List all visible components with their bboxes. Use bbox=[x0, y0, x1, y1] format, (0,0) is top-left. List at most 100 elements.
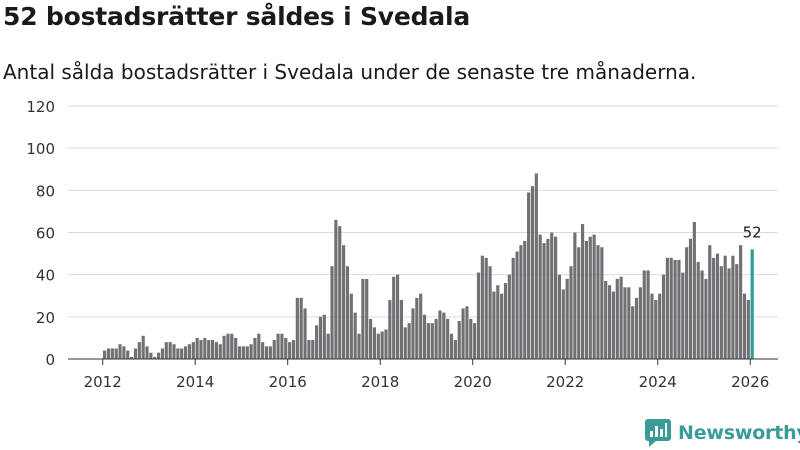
x-tick-label: 2022 bbox=[546, 373, 584, 391]
bar bbox=[623, 287, 627, 359]
bar bbox=[542, 243, 546, 359]
bar-value-label: 52 bbox=[743, 223, 762, 241]
bar bbox=[133, 348, 138, 359]
chart-subtitle: Antal sålda bostadsrätter i Svedala unde… bbox=[3, 60, 697, 84]
bar bbox=[380, 331, 384, 359]
bar bbox=[500, 293, 504, 359]
bar bbox=[712, 257, 716, 359]
bar bbox=[318, 316, 323, 359]
bar bbox=[222, 335, 226, 359]
bar bbox=[681, 272, 685, 359]
bar bbox=[164, 342, 168, 359]
newsworthy-logo[interactable]: Newsworthy bbox=[645, 419, 800, 447]
bar bbox=[307, 340, 311, 359]
bar bbox=[103, 350, 107, 359]
bar bbox=[511, 257, 515, 359]
bar bbox=[176, 348, 180, 359]
bar bbox=[272, 340, 276, 359]
y-axis-labels: 0 20 40 60 80 100 120 bbox=[26, 98, 55, 369]
bar bbox=[461, 308, 465, 359]
bar bbox=[565, 278, 569, 359]
y-tick-label: 80 bbox=[36, 182, 55, 200]
bar bbox=[237, 346, 242, 359]
x-tick-label: 2014 bbox=[176, 373, 214, 391]
bar bbox=[669, 257, 673, 359]
x-tick-label: 2012 bbox=[84, 373, 122, 391]
bar bbox=[480, 255, 484, 359]
bar bbox=[207, 340, 211, 359]
y-tick-label: 0 bbox=[45, 351, 55, 369]
bar bbox=[149, 352, 153, 359]
bar bbox=[203, 337, 207, 359]
bar bbox=[311, 340, 315, 359]
bar bbox=[315, 325, 319, 359]
bar bbox=[368, 318, 373, 359]
bar bbox=[465, 306, 469, 359]
bar bbox=[322, 314, 326, 359]
bar bbox=[426, 323, 430, 359]
bar bbox=[708, 245, 712, 359]
bar bbox=[145, 346, 149, 359]
bar bbox=[619, 276, 623, 359]
bar bbox=[276, 333, 280, 359]
bar bbox=[187, 344, 191, 359]
bar bbox=[226, 333, 230, 359]
bar bbox=[411, 308, 415, 359]
bar bbox=[365, 278, 369, 359]
bar bbox=[546, 238, 550, 359]
bars bbox=[103, 173, 754, 359]
bar bbox=[538, 234, 542, 359]
bar bbox=[580, 224, 585, 359]
x-tick-label: 2020 bbox=[454, 373, 492, 391]
bar bbox=[303, 308, 307, 359]
bar bbox=[137, 342, 141, 359]
bar bbox=[742, 293, 747, 359]
bar bbox=[291, 340, 296, 359]
bar bbox=[561, 289, 565, 359]
bar bbox=[442, 312, 446, 359]
bar bbox=[257, 333, 261, 359]
bar bbox=[415, 297, 419, 359]
bar bbox=[677, 259, 681, 359]
bar bbox=[453, 340, 457, 359]
bar bbox=[214, 342, 218, 359]
bar bbox=[353, 312, 357, 359]
bar bbox=[284, 337, 288, 359]
bar bbox=[557, 274, 562, 359]
x-axis bbox=[68, 358, 778, 365]
bar bbox=[488, 266, 492, 359]
bar bbox=[376, 333, 380, 359]
bar bbox=[692, 221, 696, 359]
y-tick-label: 20 bbox=[36, 309, 55, 327]
bar bbox=[646, 270, 650, 359]
bar bbox=[407, 323, 411, 359]
bar bbox=[523, 240, 527, 359]
bar bbox=[160, 348, 165, 359]
bar bbox=[457, 321, 461, 359]
bar bbox=[534, 173, 538, 359]
bar bbox=[126, 350, 130, 359]
bar bbox=[330, 266, 334, 359]
bar bbox=[392, 276, 396, 359]
y-tick-label: 40 bbox=[36, 267, 55, 285]
bar bbox=[419, 293, 423, 359]
bar bbox=[153, 356, 157, 359]
newsworthy-chart-icon bbox=[645, 419, 671, 447]
bar bbox=[280, 333, 284, 359]
bar bbox=[422, 314, 427, 359]
bar bbox=[299, 297, 303, 359]
bar bbox=[361, 278, 365, 359]
bar bbox=[210, 340, 215, 359]
bar bbox=[527, 192, 531, 359]
bar bbox=[168, 342, 172, 359]
bar bbox=[503, 283, 508, 359]
bar bbox=[584, 240, 589, 359]
bar bbox=[446, 318, 450, 359]
x-axis-labels: 2012 2014 2016 2018 2020 2022 2024 2026 bbox=[84, 373, 770, 391]
bar bbox=[118, 344, 122, 359]
bar bbox=[245, 346, 249, 359]
bar bbox=[234, 337, 238, 359]
bar bbox=[191, 342, 195, 359]
brand-name: Newsworthy bbox=[678, 422, 800, 444]
bar-highlight bbox=[750, 249, 754, 359]
